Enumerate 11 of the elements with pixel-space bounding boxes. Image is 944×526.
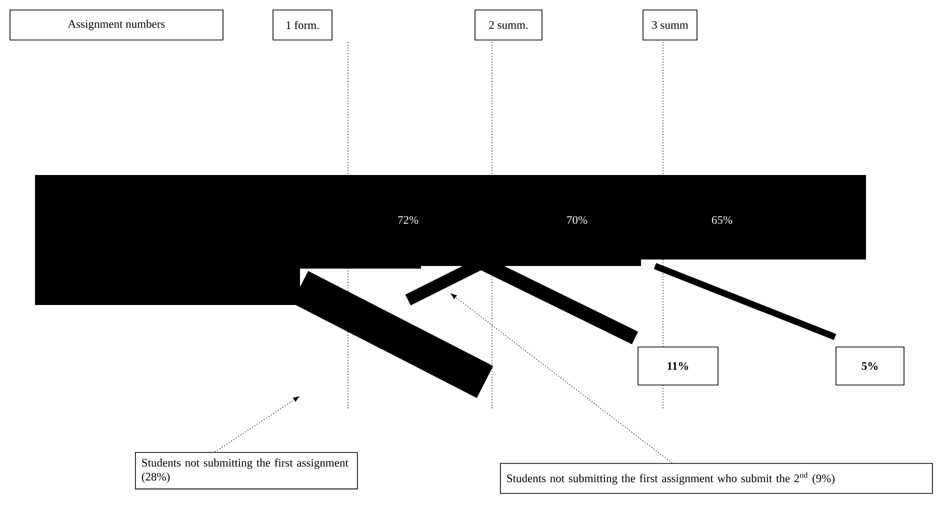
data-label: 70% [567, 216, 588, 224]
text: 5% [862, 362, 878, 370]
text: Students not submitting the first assignment who submit the 2$^{nd}$ (9%) [507, 472, 835, 485]
data-label: 72% [398, 216, 418, 224]
category-label: 2 summ. [489, 21, 528, 29]
data-label: 65% [712, 216, 732, 224]
text: Students not submitting the first assignment (28%) [142, 458, 348, 483]
text: Assignment numbers [68, 20, 165, 30]
category-label: 3 summ [652, 21, 688, 29]
text: 11% [668, 362, 688, 370]
category-label: 1 form. [286, 20, 319, 30]
